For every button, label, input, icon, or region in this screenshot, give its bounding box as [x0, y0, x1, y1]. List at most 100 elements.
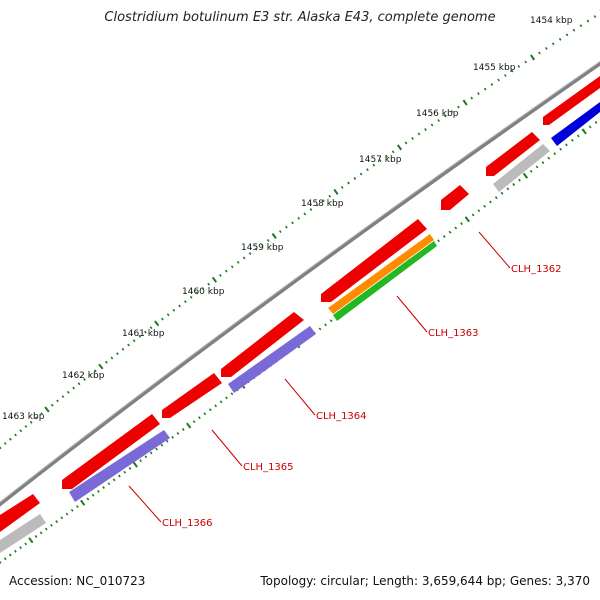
cds-feature-purple[interactable] — [228, 326, 316, 393]
minor-tick — [318, 327, 322, 331]
major-tick — [464, 216, 470, 223]
tick-label: 1463 kbp — [2, 412, 45, 422]
minor-tick — [161, 317, 164, 321]
gene-label-clh-1366[interactable]: CLH_1366 — [162, 518, 213, 529]
minor-tick — [121, 347, 125, 351]
minor-tick — [35, 416, 38, 420]
cds-feature-gray[interactable] — [0, 514, 46, 553]
minor-tick — [61, 395, 65, 399]
minor-tick — [248, 252, 252, 255]
minor-tick — [450, 110, 454, 113]
minor-tick — [570, 138, 574, 142]
forward-genes — [0, 76, 600, 532]
minor-tick — [123, 470, 127, 474]
cds-feature-orange[interactable] — [328, 234, 434, 314]
major-tick — [271, 233, 277, 239]
minor-tick — [517, 65, 521, 68]
minor-tick — [518, 178, 521, 182]
gene-feature[interactable] — [62, 414, 160, 489]
minor-tick — [88, 373, 92, 377]
minor-tick — [127, 343, 130, 347]
gene-label-clh-1365[interactable]: CLH_1365 — [243, 462, 294, 473]
leader-line — [396, 295, 428, 333]
gene-feature[interactable] — [162, 373, 222, 418]
minor-tick — [132, 339, 136, 343]
minor-tick — [378, 159, 382, 163]
major-tick — [211, 276, 218, 283]
minor-tick — [149, 326, 153, 330]
minor-tick — [8, 437, 12, 441]
gene-feature[interactable] — [486, 132, 540, 176]
minor-tick — [65, 512, 69, 516]
minor-tick — [471, 213, 475, 217]
minor-tick — [470, 96, 474, 100]
minor-tick — [66, 390, 70, 394]
minor-tick — [214, 404, 218, 408]
tick-label: 1455 kbp — [473, 63, 516, 73]
minor-tick — [224, 269, 228, 273]
minor-tick — [340, 185, 344, 189]
minor-tick — [77, 382, 81, 386]
minor-tick — [172, 308, 176, 312]
minor-tick — [315, 203, 319, 207]
cds-feature-green[interactable] — [333, 241, 437, 321]
minor-tick — [437, 119, 440, 122]
major-tick — [530, 54, 536, 61]
minor-tick — [328, 194, 332, 198]
minor-tick — [417, 132, 421, 136]
tick-label: 1459 kbp — [241, 243, 284, 253]
minor-tick — [500, 191, 504, 195]
minor-tick — [8, 553, 12, 557]
minor-tick — [553, 152, 557, 156]
minor-tick — [165, 439, 169, 443]
minor-tick — [506, 187, 510, 191]
genome-backbone-highlight — [0, 60, 600, 503]
minor-tick — [510, 69, 514, 73]
gene-feature[interactable] — [441, 185, 469, 210]
minor-tick — [40, 412, 44, 416]
minor-tick — [490, 83, 494, 86]
minor-tick — [242, 256, 246, 260]
minor-tick — [477, 92, 480, 96]
minor-tick — [359, 172, 363, 176]
minor-tick — [50, 523, 53, 527]
minor-tick — [60, 516, 64, 520]
cds-feature-gray[interactable] — [493, 144, 550, 192]
major-tick — [154, 320, 160, 327]
cds-feature-purple[interactable] — [69, 430, 170, 502]
minor-tick — [56, 399, 59, 403]
minor-tick — [189, 295, 193, 299]
major-tick — [462, 99, 468, 106]
minor-tick — [489, 200, 492, 204]
minor-tick — [565, 143, 568, 147]
gene-feature[interactable] — [221, 312, 304, 377]
minor-tick — [19, 429, 23, 433]
cds-feature-blue[interactable] — [551, 102, 600, 146]
minor-tick — [86, 497, 90, 501]
minor-tick — [594, 121, 598, 124]
minor-tick — [203, 412, 207, 416]
minor-tick — [107, 482, 111, 486]
minor-tick — [254, 247, 258, 251]
minor-tick — [309, 208, 313, 211]
minor-tick — [116, 352, 119, 356]
minor-tick — [324, 323, 327, 327]
minor-tick — [588, 125, 592, 129]
minor-tick — [181, 428, 185, 431]
minor-tick — [442, 235, 446, 238]
gene-label-clh-1363[interactable]: CLH_1363 — [428, 328, 479, 339]
minor-tick — [34, 535, 38, 538]
minor-tick — [366, 168, 369, 172]
minor-tick — [285, 225, 288, 229]
gene-feature[interactable] — [543, 76, 600, 125]
gene-feature[interactable] — [321, 219, 427, 302]
gene-label-clh-1362[interactable]: CLH_1362 — [511, 264, 562, 275]
major-tick — [333, 188, 339, 195]
minor-tick — [208, 408, 212, 412]
minor-tick — [477, 209, 481, 213]
gene-label-clh-1364[interactable]: CLH_1364 — [316, 411, 367, 422]
gene-feature[interactable] — [0, 494, 40, 532]
minor-tick — [144, 455, 148, 459]
map-title: Clostridium botulinum E3 str. Alaska E43… — [104, 10, 496, 25]
major-tick — [396, 144, 403, 151]
